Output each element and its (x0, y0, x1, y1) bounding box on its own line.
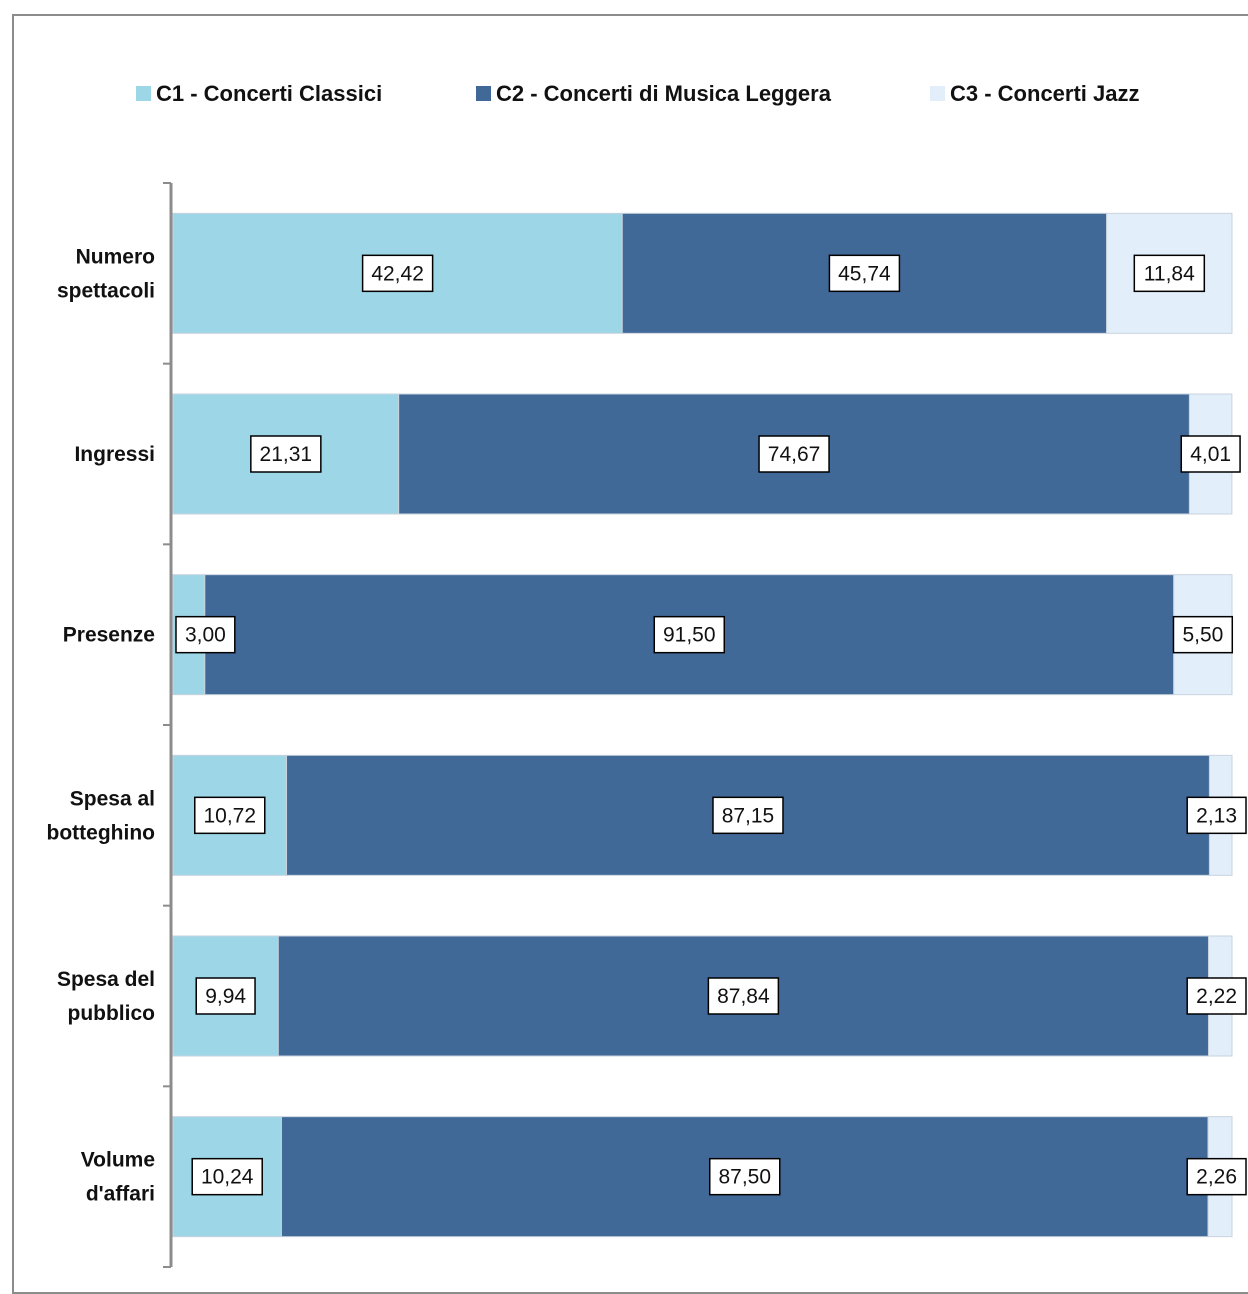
data-label: 10,24 (191, 1157, 263, 1196)
data-label-text: 10,24 (201, 1166, 254, 1189)
data-label-text: 21,31 (260, 443, 313, 466)
data-label: 10,72 (194, 796, 266, 835)
bars (172, 212, 1233, 1238)
data-label-text: 3,00 (185, 624, 226, 647)
category-label: pubblico (68, 1002, 156, 1025)
data-label-text: 4,01 (1190, 443, 1231, 466)
category-label: Presenze (63, 624, 155, 647)
legend-swatch (930, 86, 945, 101)
data-label: 91,50 (653, 615, 726, 654)
data-label: 9,94 (195, 977, 256, 1015)
category-label: Volume (81, 1149, 155, 1172)
data-labels: 42,42 45,74 11,84 21,31 74,67 4,01 3,00 91,50 5,… (175, 254, 1247, 1196)
data-label-box (709, 1157, 781, 1196)
category-label: spettacoli (57, 279, 155, 302)
category-label: Ingressi (74, 443, 155, 466)
data-label-box (712, 796, 784, 835)
data-label-box (707, 977, 780, 1015)
data-label-box (653, 615, 726, 654)
data-label-box (250, 435, 322, 473)
data-label-box (1186, 796, 1247, 835)
data-label-box (1186, 1157, 1247, 1196)
legend-swatch (476, 86, 491, 101)
category-label: botteghino (47, 821, 155, 844)
bar-segment (1106, 212, 1233, 334)
category-label: Spesa al (70, 787, 155, 810)
data-label-box (191, 1157, 263, 1196)
category-label: d'affari (86, 1183, 155, 1206)
data-label: 87,15 (712, 796, 784, 835)
data-label-box (194, 796, 266, 835)
data-label-box (828, 254, 901, 293)
data-label-box (1180, 435, 1241, 473)
data-label: 11,84 (1133, 254, 1206, 293)
data-label-box (361, 254, 434, 293)
data-label: 2,13 (1186, 796, 1247, 835)
data-label-text: 74,67 (768, 443, 821, 466)
data-label: 5,50 (1172, 615, 1234, 654)
data-label-text: 11,84 (1144, 262, 1195, 285)
data-label: 45,74 (828, 254, 901, 293)
data-label-box (195, 977, 256, 1015)
data-label-text: 5,50 (1182, 624, 1223, 647)
category-label: Numero (76, 245, 155, 268)
data-label: 42,42 (361, 254, 434, 293)
legend-swatch (136, 86, 151, 101)
data-label-text: 2,13 (1196, 804, 1237, 827)
data-label-text: 87,50 (718, 1166, 771, 1189)
data-label: 87,84 (707, 977, 780, 1015)
data-label: 2,22 (1186, 977, 1247, 1015)
data-label-box (175, 615, 236, 654)
category-axis (163, 182, 173, 1268)
data-label-text: 91,50 (663, 624, 716, 647)
data-label-text: 87,15 (722, 804, 775, 827)
data-label-text: 2,22 (1196, 985, 1237, 1008)
data-label: 4,01 (1180, 435, 1241, 473)
data-label-box (1186, 977, 1247, 1015)
data-label-box (1172, 615, 1234, 654)
legend-label: C2 - Concerti di Musica Leggera (496, 81, 832, 106)
data-label-text: 9,94 (205, 985, 246, 1008)
data-label-text: 87,84 (717, 985, 770, 1008)
data-label-text: 45,74 (838, 262, 891, 285)
data-label: 2,26 (1186, 1157, 1247, 1196)
data-label-text: 10,72 (203, 804, 256, 827)
data-label: 74,67 (758, 435, 830, 473)
category-labels: Numero spettacoli Ingressi Presenze Spesa al… (47, 245, 155, 1205)
legend: C1 - Concerti Classici C2 - Concerti di M… (136, 81, 1140, 106)
legend-label: C3 - Concerti Jazz (950, 81, 1140, 106)
legend-label: C1 - Concerti Classici (156, 81, 382, 106)
category-label: Spesa del (57, 968, 155, 991)
data-label-text: 42,42 (371, 262, 424, 285)
data-label: 87,50 (709, 1157, 781, 1196)
data-label-box (1133, 254, 1206, 293)
data-label: 21,31 (250, 435, 322, 473)
data-label-box (758, 435, 830, 473)
data-label-text: 2,26 (1196, 1166, 1237, 1189)
data-label: 3,00 (175, 615, 236, 654)
